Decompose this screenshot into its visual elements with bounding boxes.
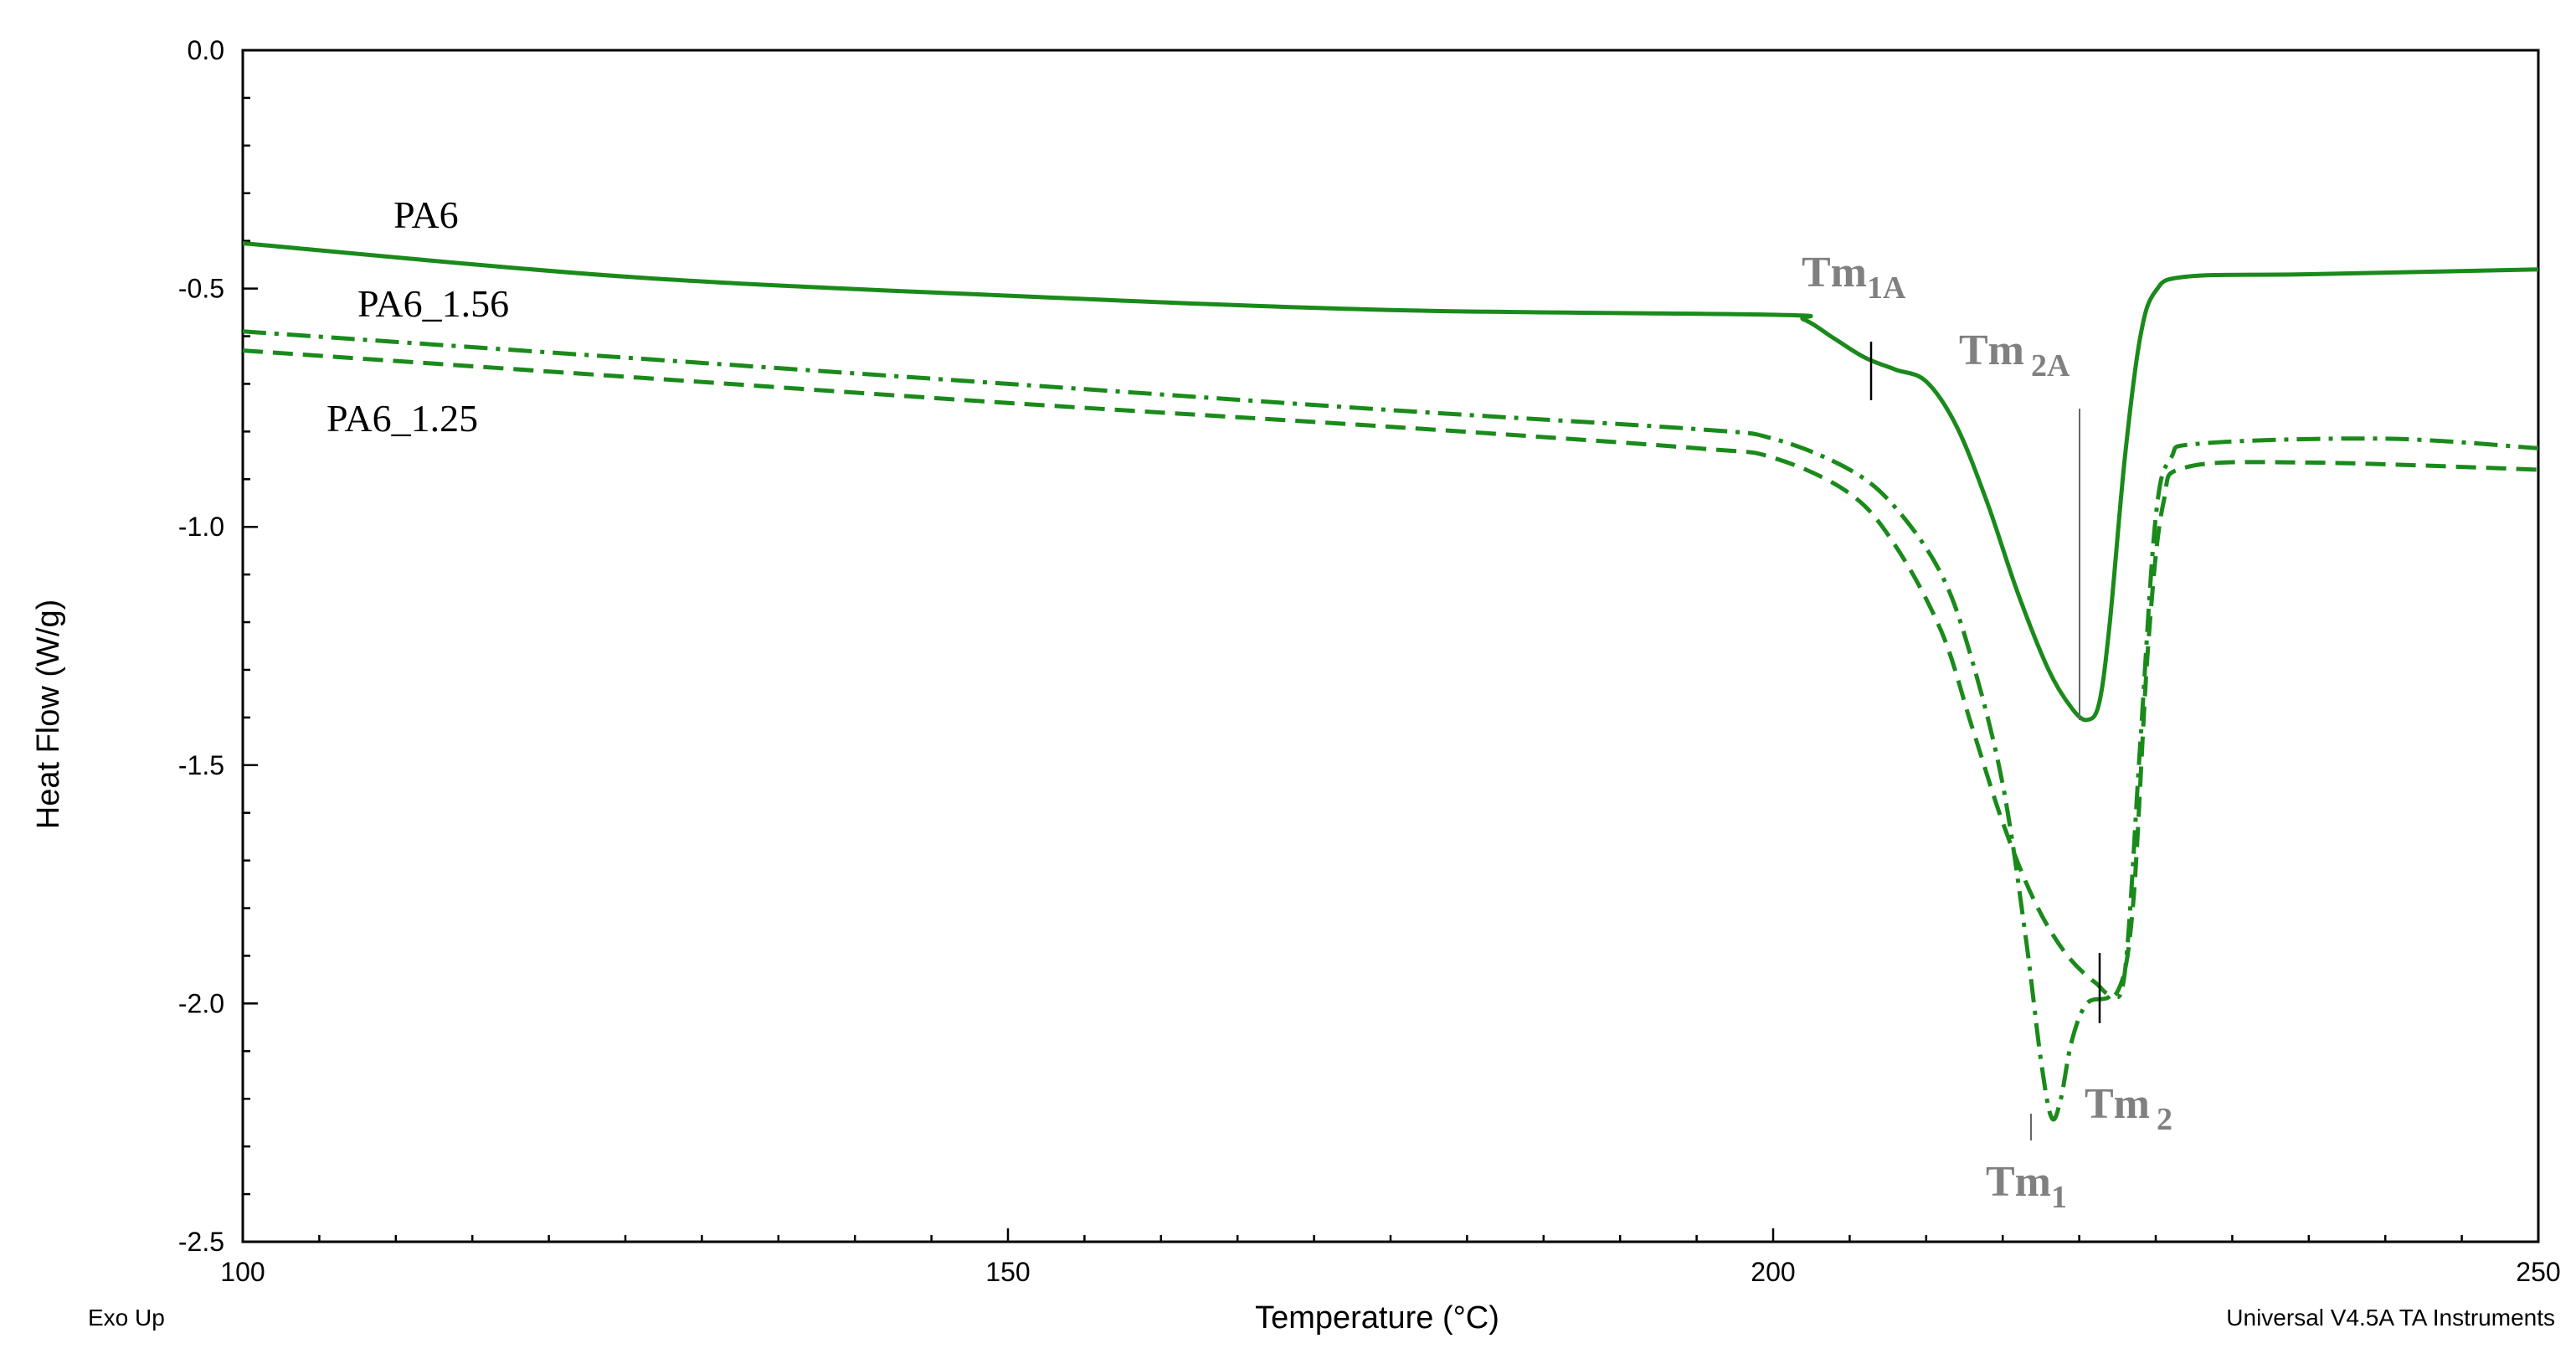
annotation-tm1: Tm1 <box>1986 1158 2067 1215</box>
annotation-tm2a-sub: 2A <box>2031 348 2070 384</box>
y-tick-label: -0.5 <box>178 274 224 304</box>
series-label-pa6-1-56: PA6_1.56 <box>357 282 509 325</box>
y-tick-label: -1.0 <box>178 512 224 542</box>
annotation-tm2a: Tm 2A <box>1959 327 2070 384</box>
x-tick-label: 200 <box>1751 1257 1795 1287</box>
annotation-tm1a: Tm1A <box>1802 249 1906 306</box>
series-label-pa6-1-25: PA6_1.25 <box>326 397 478 440</box>
annotation-tm2: Tm 2 <box>2085 1080 2172 1137</box>
series-line-pa6-1-25 <box>242 348 2539 999</box>
x-tick-label: 250 <box>2516 1257 2560 1287</box>
y-tick-label: -2.0 <box>178 988 224 1018</box>
annotation-tm2-sub: 2 <box>2157 1102 2172 1137</box>
footer-exo-up: Exo Up <box>88 1305 165 1331</box>
annotation-tm1-main: Tm <box>1986 1158 2051 1206</box>
x-tick-label: 150 <box>985 1257 1030 1287</box>
annotation-tm1a-main: Tm <box>1802 249 1867 296</box>
annotation-tm1a-sub: 1A <box>1867 270 1906 306</box>
series-line-pa6 <box>242 241 2539 723</box>
annotation-tm1-sub: 1 <box>2051 1180 2067 1215</box>
x-axis-title: Temperature (°C) <box>1255 1300 1499 1336</box>
annotation-tm2a-main: Tm <box>1959 327 2024 374</box>
plot-frame <box>241 49 2540 1243</box>
y-tick-label: -2.5 <box>178 1227 224 1257</box>
y-axis-title: Heat Flow (W/g) <box>31 600 66 829</box>
annotation-tm2-main: Tm <box>2085 1080 2150 1128</box>
footer-instrument: Universal V4.5A TA Instruments <box>2226 1305 2555 1331</box>
y-tick-label: -1.5 <box>178 750 224 780</box>
x-tick-label: 100 <box>220 1257 265 1287</box>
series-label-pa6: PA6 <box>393 193 459 236</box>
series-line-pa6-1-56 <box>242 329 2539 1122</box>
y-tick-label: 0.0 <box>188 35 224 65</box>
